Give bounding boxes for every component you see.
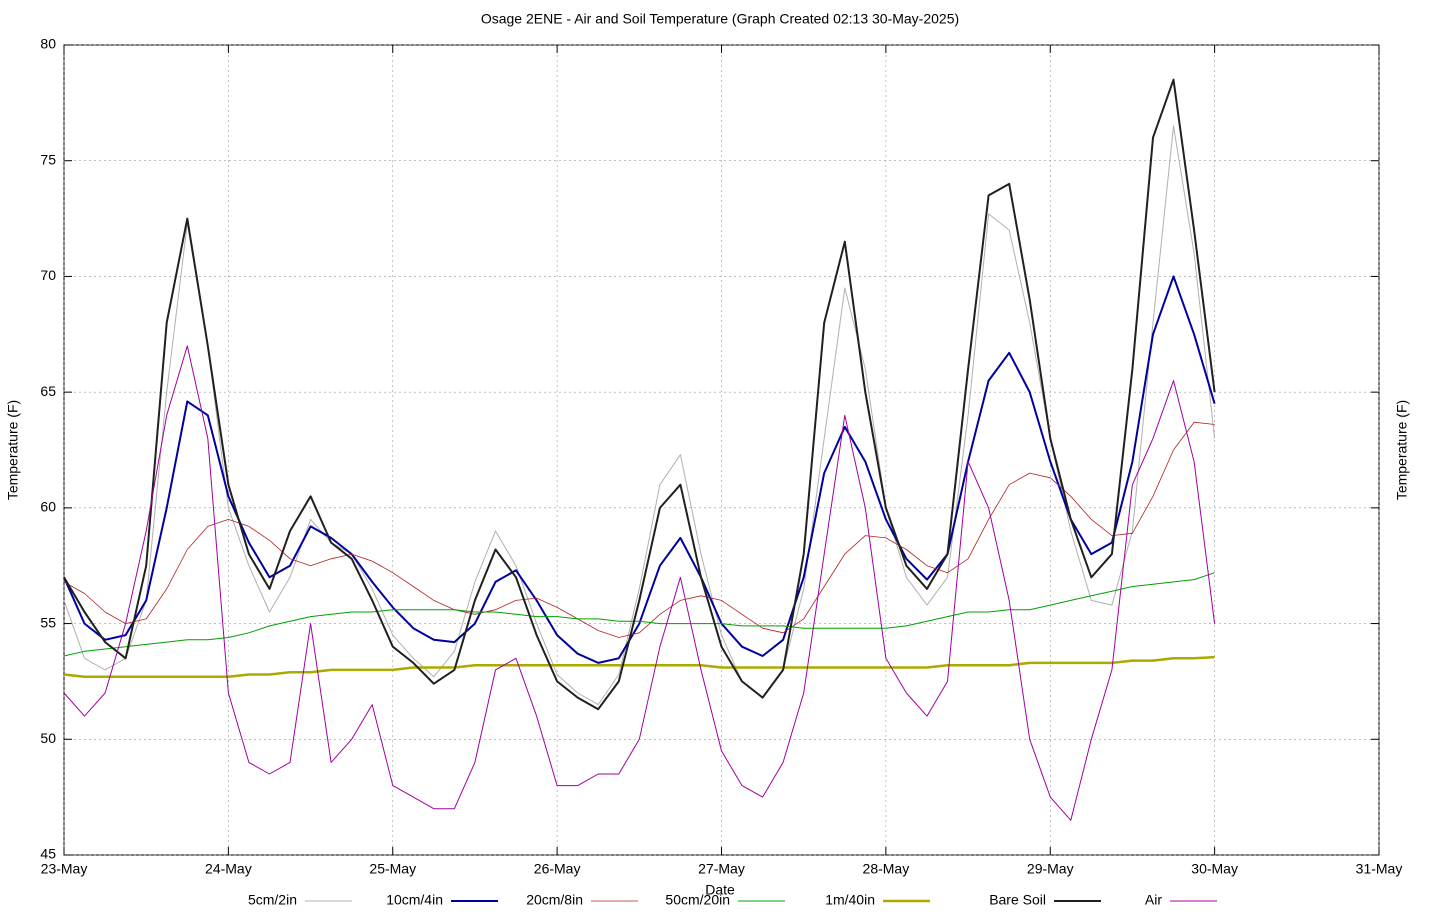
y2-axis-label: Temperature (F)	[1394, 400, 1410, 500]
y-axis-label: Temperature (F)	[5, 400, 21, 500]
legend-label: 1m/40in	[825, 892, 875, 908]
series-line	[63, 572, 1215, 657]
series-line	[63, 421, 1215, 638]
series-line	[63, 655, 1215, 679]
y-tick-label: 65	[40, 383, 56, 399]
legend-label: Air	[1145, 892, 1162, 908]
legend-label: 50cm/20in	[665, 892, 730, 908]
x-tick-label: 24-May	[205, 861, 252, 877]
y-tick-label: 50	[40, 730, 56, 746]
y-tick-label: 55	[40, 614, 56, 630]
x-tick-label: 30-May	[1191, 861, 1238, 877]
y-tick-label: 70	[40, 267, 56, 283]
y-tick-label: 45	[40, 846, 56, 862]
legend-label: Bare Soil	[989, 892, 1046, 908]
series-line	[63, 345, 1216, 821]
y-tick-label: 80	[40, 36, 56, 52]
x-tick-label: 27-May	[698, 861, 745, 877]
legend-label: 5cm/2in	[248, 892, 297, 908]
legend-label: 20cm/8in	[526, 892, 583, 908]
x-tick-label: 26-May	[534, 861, 581, 877]
x-axis-label: Date	[705, 882, 735, 898]
series-line	[63, 125, 1216, 706]
chart-title: Osage 2ENE - Air and Soil Temperature (G…	[481, 11, 959, 27]
y-tick-label: 75	[40, 151, 56, 167]
x-tick-label: 23-May	[41, 861, 88, 877]
series-line	[63, 78, 1216, 711]
x-tick-label: 29-May	[1027, 861, 1074, 877]
series-line	[63, 275, 1216, 664]
y-tick-label: 60	[40, 499, 56, 515]
legend-label: 10cm/4in	[386, 892, 443, 908]
x-tick-label: 28-May	[863, 861, 910, 877]
x-tick-label: 31-May	[1356, 861, 1403, 877]
x-tick-label: 25-May	[369, 861, 416, 877]
